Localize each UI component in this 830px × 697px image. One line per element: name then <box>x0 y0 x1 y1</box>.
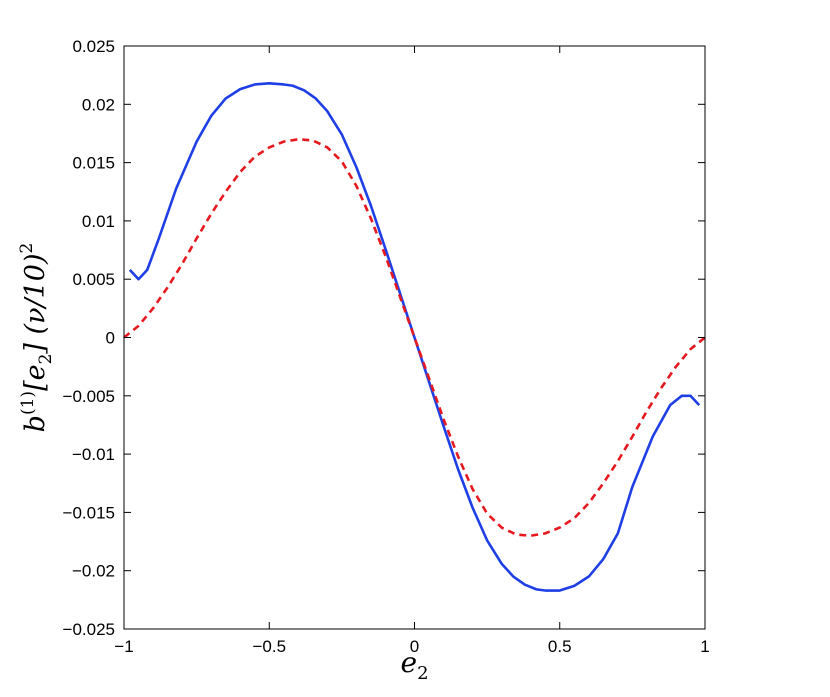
series-layer <box>123 82 706 592</box>
y-tick-label: −0.02 <box>72 562 115 581</box>
y-tick-label: 0.01 <box>82 212 115 231</box>
x-tick-label: 1 <box>700 637 709 656</box>
y-tick-label: −0.015 <box>63 503 115 522</box>
y-tick-label: 0.02 <box>82 95 115 114</box>
y-tick-label: 0.005 <box>72 270 115 289</box>
x-axis-label: e2 <box>400 646 428 684</box>
x-tick-label: 0.5 <box>548 637 572 656</box>
series-line-1 <box>128 82 701 592</box>
y-tick-label: −0.025 <box>63 620 115 639</box>
x-tick-label: −1 <box>114 637 133 656</box>
y-tick-label: −0.005 <box>63 387 115 406</box>
y-tick-label: −0.01 <box>72 445 115 464</box>
y-tick-label: 0.025 <box>72 37 115 56</box>
series-line-2 <box>123 137 706 538</box>
x-tick-label: 0 <box>410 637 419 656</box>
y-axis-label: b(1)[e2] (ν/10)2 <box>17 243 56 433</box>
ticks-layer: −1 −0.5 0 0.5 1 −0.025 −0.02 −0.015 −0.01 −0.005 0… <box>63 37 710 656</box>
x-tick-label: −0.5 <box>252 637 286 656</box>
y-tick-label: 0.015 <box>72 154 115 173</box>
y-tick-label: 0 <box>106 329 115 348</box>
